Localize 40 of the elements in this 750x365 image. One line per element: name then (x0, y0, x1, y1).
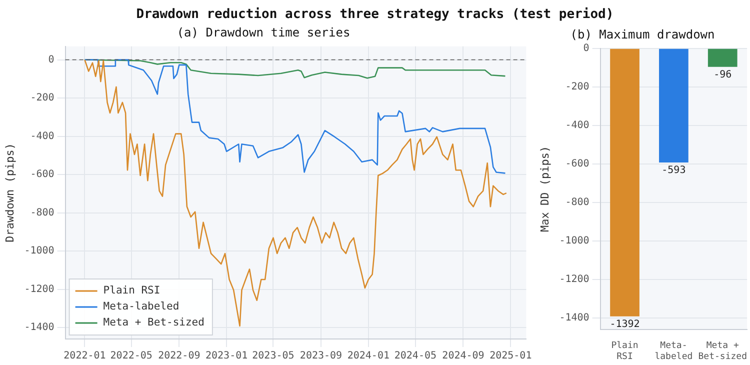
legend-label: Plain RSI (103, 284, 160, 297)
y-tick-label: 0 (583, 42, 590, 54)
y-tick-label: -400 (30, 130, 54, 142)
x-tick-label: 2024-01 (347, 350, 390, 362)
x-tick-label: Plain RSI (611, 341, 638, 362)
x-tick-label: 2022-05 (110, 350, 152, 362)
x-tick-label: 2022-09 (158, 350, 200, 362)
x-tick-label: 2022-01 (64, 350, 106, 362)
x-tick-label: 2023-09 (300, 350, 342, 362)
x-tick-label: Meta-labeled (654, 341, 693, 362)
y-tick-label: -1400 (24, 322, 54, 334)
x-tick-label: 2024-05 (394, 350, 437, 362)
y-tick-label: -800 (565, 196, 590, 208)
y-tick-label: -1200 (559, 274, 590, 285)
y-tick-label: -1400 (559, 312, 590, 324)
y-tick-label: -1000 (24, 246, 54, 257)
y-tick-label: -800 (30, 207, 54, 218)
data-label: -1392 (610, 318, 640, 330)
chart-title: (b) Maximum drawdown (570, 27, 715, 42)
chart-title: Drawdown reduction across three strategy tracks (test period) (135, 6, 615, 24)
x-tick-label: Meta + Bet-sized (698, 341, 748, 362)
x-tick-label: 2023-05 (252, 350, 294, 362)
chart-subtitle: (a) Drawdown time series (176, 25, 350, 40)
y-tick-label: -200 (30, 92, 54, 104)
y-axis-title: Drawdown (pips) (3, 143, 16, 242)
y-tick-label: -600 (30, 169, 54, 180)
y-tick-label: -1200 (24, 284, 54, 295)
legend-label: Meta-labeled (103, 300, 180, 313)
y-tick-label: 0 (48, 54, 54, 66)
y-tick-label: -200 (565, 81, 590, 92)
legend-label: Meta + Bet-sized (103, 316, 204, 329)
x-tick-label: 2025-01 (490, 350, 532, 362)
data-label: -96 (714, 69, 732, 80)
y-axis-title: Max DD (pips) (538, 146, 552, 232)
y-tick-label: -400 (565, 120, 590, 131)
x-tick-label: 2023-01 (206, 350, 248, 362)
y-tick-label: -1000 (559, 235, 590, 246)
y-tick-label: -600 (565, 158, 590, 170)
x-tick-label: 2024-09 (442, 350, 484, 362)
data-label: -593 (662, 165, 686, 176)
